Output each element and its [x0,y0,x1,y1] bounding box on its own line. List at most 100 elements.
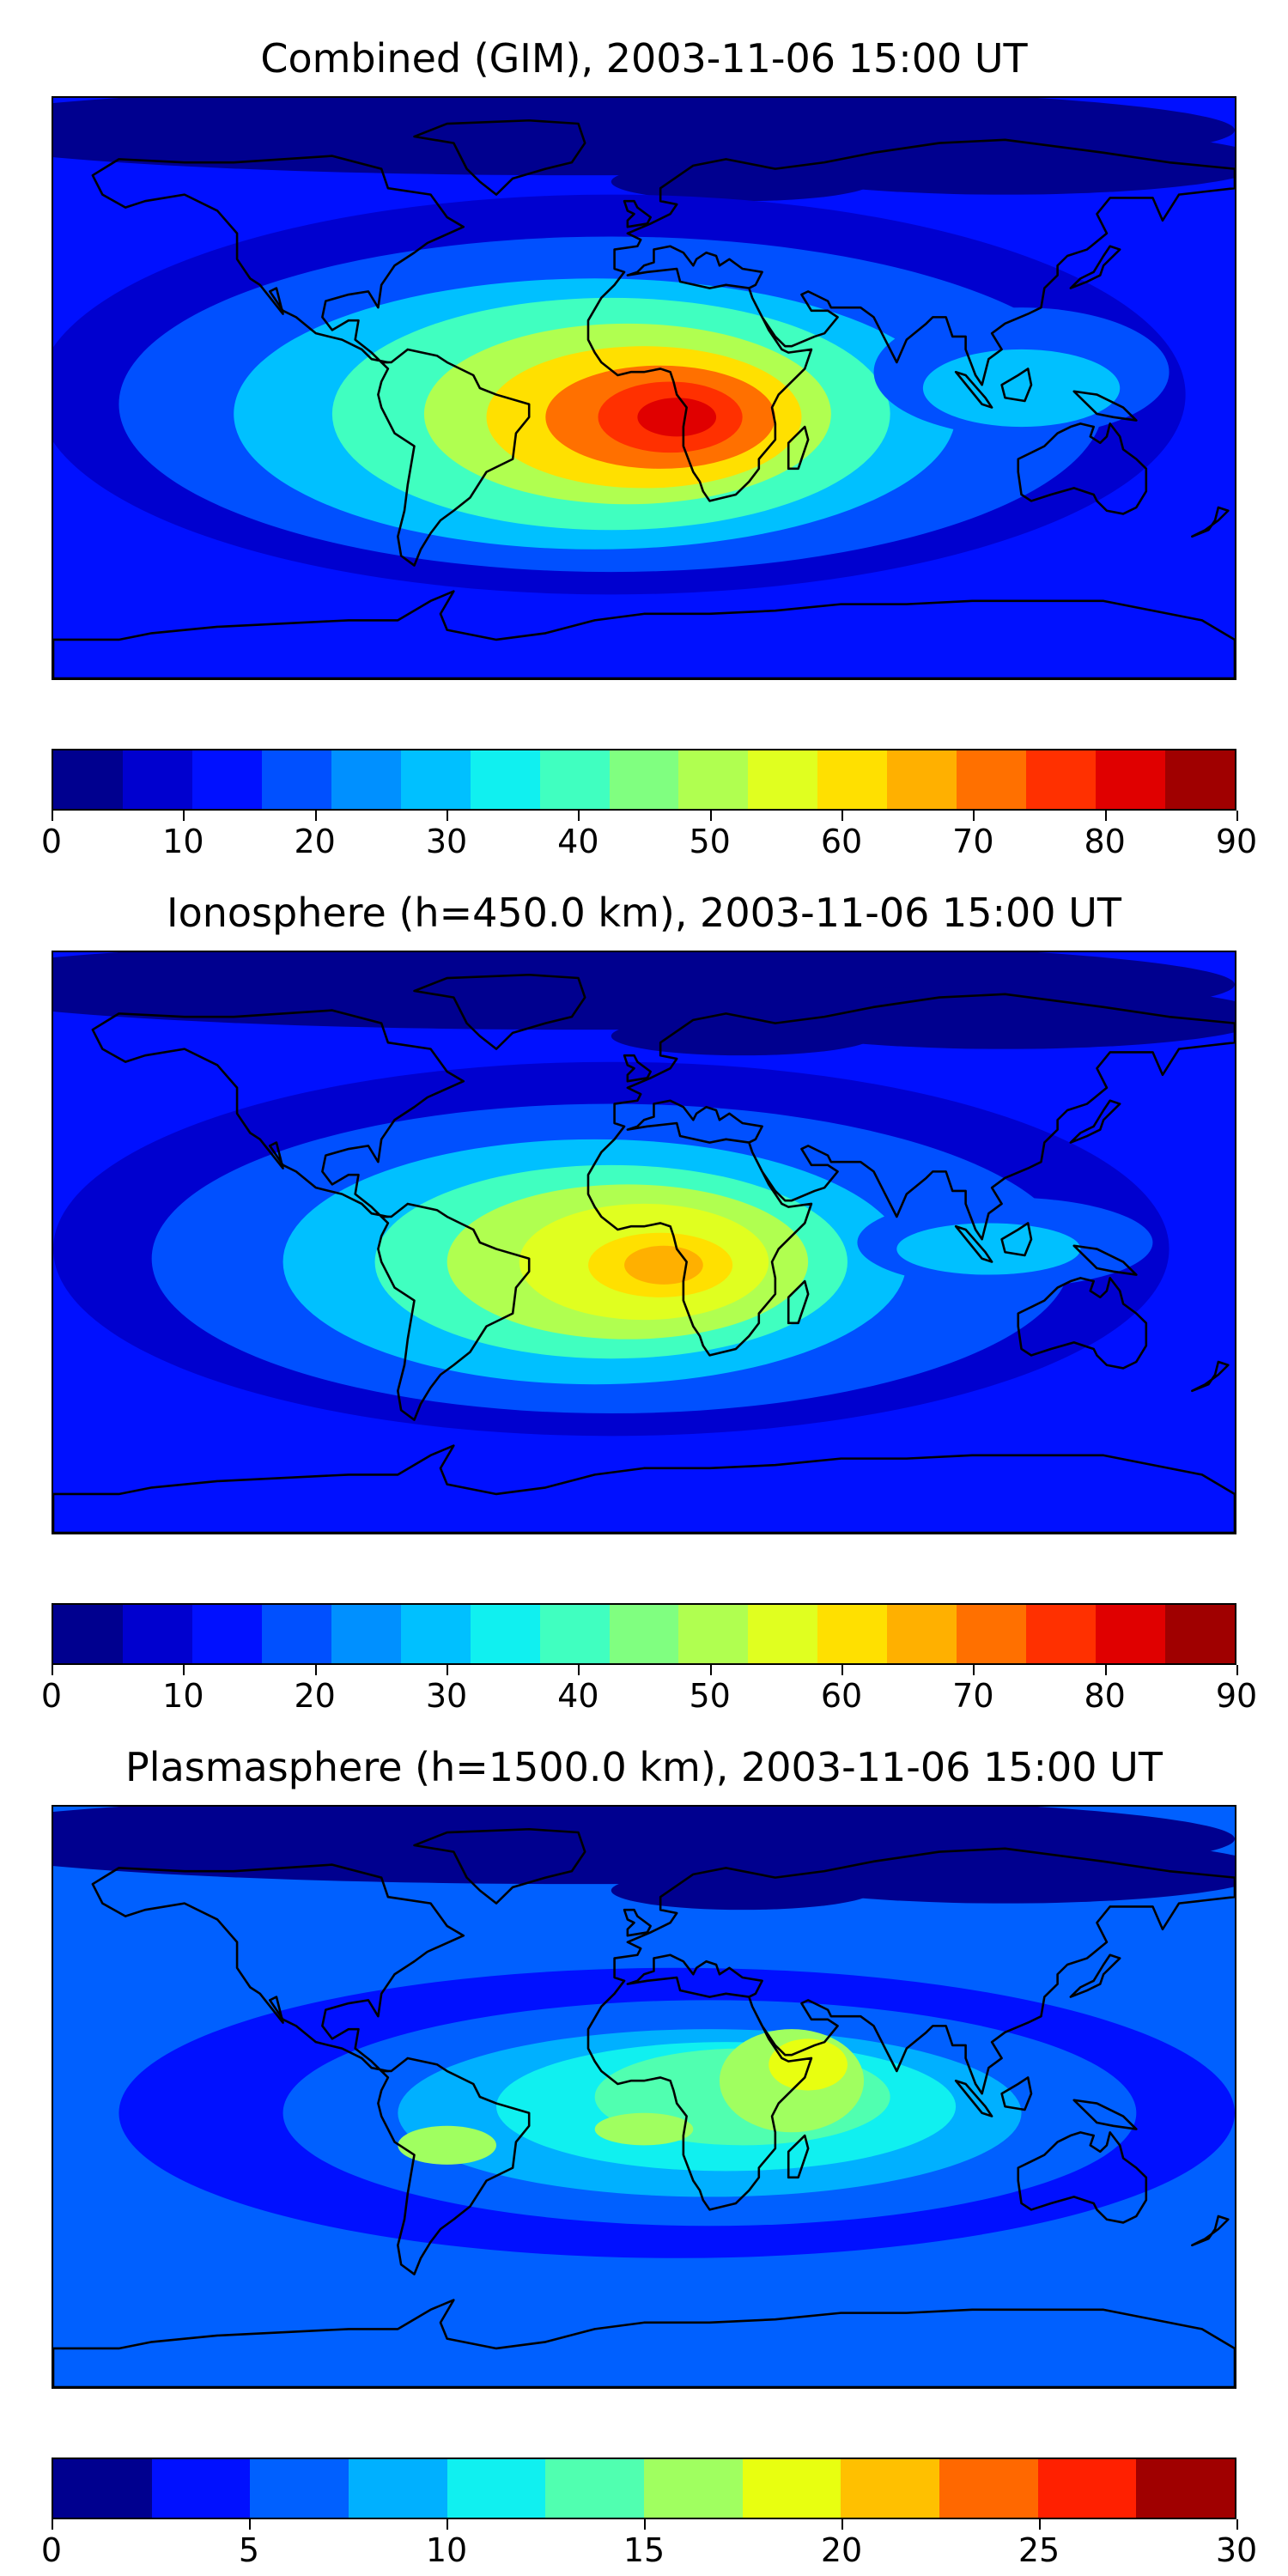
colorbar-tick-label: 70 [952,1677,994,1715]
coastline-new-guinea [1072,2099,1138,2130]
colorbar [52,749,1236,811]
coastline-madagascar [787,1279,810,1325]
coastline-sumatra [954,1224,993,1263]
colorbar-tick-label: 20 [294,1677,336,1715]
colorbar [52,1603,1236,1665]
colorbar-tick [1236,1665,1238,1675]
colorbar-segment [742,2459,841,2518]
colorbar-segment [349,2459,447,2518]
colorbar-tick [578,811,580,821]
coastline-madagascar [787,2134,810,2179]
coastline-sumatra [954,2079,993,2117]
coastline-australia [1017,422,1148,515]
coastline-britain [623,199,652,228]
colorbar-segment [1026,1605,1097,1663]
colorbar-tick-label: 0 [40,2531,63,2569]
colorbar-segment [539,1605,610,1663]
coastline-greenland [413,1827,586,1905]
colorbar-tick [52,811,53,821]
coastline-australia [1017,2131,1148,2224]
colorbar-tick [447,1665,448,1675]
colorbar-tick-label: 50 [689,823,731,860]
colorbar-segment [53,1605,123,1663]
colorbar-tick [249,2519,251,2530]
colorbar-tick-label: 70 [952,823,994,860]
coastline-antarctica [53,1444,1235,1533]
colorbar-tick-label: 40 [557,823,599,860]
polar-low-contour [611,1871,874,1911]
coastline-borneo [1000,1222,1033,1257]
colorbar-segment [609,750,679,809]
colorbar-segment [261,750,331,809]
colorbar-segment [53,2459,152,2518]
colorbar-segment [1037,2459,1137,2518]
colorbar-tick [1104,1665,1107,1675]
colorbar-tick-label: 30 [1215,2531,1258,2569]
polar-low-contour [611,1017,874,1056]
colorbar-tick-label: 15 [623,2531,665,2569]
colorbar-tick [447,811,448,821]
colorbar-segment [539,750,610,809]
atlantic-peak-contour [637,398,717,437]
polar-low-contour [611,162,874,202]
colorbar-segment [191,750,262,809]
coastline-greenland [413,118,586,196]
coastline-new-zealand [1191,506,1230,538]
colorbar-tick [709,1665,712,1675]
colorbar-tick [841,811,843,821]
coastline-japan [1069,1953,1121,1998]
colorbar-segment [748,750,818,809]
colorbar-ticks: 0 10 20 30 40 50 60 70 80 90 [41,811,1257,862]
colorbar-tick [314,811,317,821]
colorbar-tick [183,1665,185,1675]
coastline-borneo [1000,2076,1033,2111]
coastline-new-guinea [1072,390,1138,422]
colorbar-tick-label: 20 [294,823,336,860]
colorbar-segment [122,1605,192,1663]
colorbar-segment [1165,750,1235,809]
coastline-south-america [377,1202,531,1421]
colorbar-tick-label: 5 [238,2531,260,2569]
colorbar-tick-label: 10 [425,2531,468,2569]
coastline-greenland [413,973,586,1050]
colorbar-segment [122,750,192,809]
coastline-north-america [91,155,465,364]
coastline-antarctica [53,590,1235,678]
colorbar-segment [331,1605,401,1663]
colorbar-tick-label: 25 [1018,2531,1060,2569]
colorbar-tick [973,811,975,821]
colorbar-tick-label: 90 [1215,823,1258,860]
colorbar-tick-label: 10 [162,823,204,860]
colorbar-segment [400,750,471,809]
colorbar-tick [578,1665,580,1675]
colorbar-segment [331,750,401,809]
coastline-australia [1017,1277,1148,1370]
panel-title: Plasmasphere (h=1500.0 km), 2003-11-06 1… [125,1744,1163,1790]
colorbar-segment [678,750,749,809]
colorbar-tick [314,1665,317,1675]
colorbar-tick [1236,2519,1238,2530]
colorbar-tick [1236,811,1238,821]
coastline-south-america [377,2057,531,2275]
colorbar-segment [1096,1605,1165,1663]
colorbar-tick [644,2519,646,2530]
world-map [52,96,1236,680]
colorbar-tick-label: 60 [820,1677,863,1715]
colorbar-segment [545,2459,645,2518]
coastline-africa-eurasia [586,1847,1235,2211]
colorbar-segment [841,2459,940,2518]
coastline-new-zealand [1191,1360,1230,1393]
colorbar-segment [470,750,540,809]
africa-peak-contour [594,2112,694,2146]
colorbar-segment [957,750,1027,809]
colorbar-tick-label: 50 [689,1677,731,1715]
colorbar-tick [1039,2519,1041,2530]
coastline-madagascar [787,425,810,471]
colorbar-tick-label: 0 [40,1677,63,1715]
colorbar-tick-label: 30 [425,823,468,860]
coastline-britain [623,1054,652,1083]
world-map [52,1805,1236,2389]
coastline-japan [1069,245,1121,289]
coastline-borneo [1000,368,1033,403]
colorbar-tick [973,1665,975,1675]
